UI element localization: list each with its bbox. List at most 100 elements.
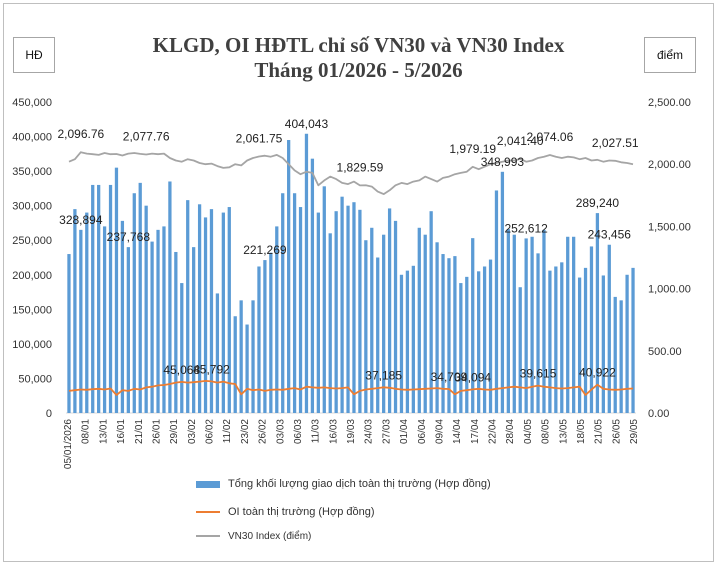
volume-bar xyxy=(387,208,392,413)
volume-bar xyxy=(577,277,582,413)
volume-bar xyxy=(548,270,552,413)
volume-bar xyxy=(471,238,475,413)
volume-bar xyxy=(613,296,617,413)
volume-bar xyxy=(144,205,148,413)
volume-bar xyxy=(358,209,362,413)
vn30-data-label: 2,041.40 xyxy=(497,134,544,148)
vn30-data-label: 1,829.59 xyxy=(337,160,384,174)
x-tick-label: 06/02 xyxy=(205,419,216,444)
x-tick-label: 21/01 xyxy=(134,419,145,444)
volume-bar xyxy=(364,240,368,413)
y-left-tick-label: 100,000 xyxy=(12,339,52,351)
y-left-tick-label: 400,000 xyxy=(12,132,52,144)
x-tick-label: 11/03 xyxy=(311,419,322,444)
volume-bar xyxy=(120,220,125,413)
volume-bar xyxy=(162,226,166,413)
y-right-tick-label: 1,000.00 xyxy=(648,284,691,296)
y-right-tick-label: 500.00 xyxy=(648,346,682,358)
y-right-tick-label: 2,000.00 xyxy=(648,159,691,171)
vn30-data-label: 1,979.19 xyxy=(449,142,496,156)
volume-bar xyxy=(482,266,487,413)
y-left-tick-label: 450,000 xyxy=(12,97,52,109)
x-tick-label: 08/01 xyxy=(81,419,92,444)
x-tick-label: 22/04 xyxy=(488,419,499,444)
vn30-data-label: 2,096.76 xyxy=(57,127,104,141)
x-tick-label: 14/04 xyxy=(452,419,463,444)
volume-bar xyxy=(399,274,404,413)
y-left-tick-label: 250,000 xyxy=(12,235,52,247)
volume-bar xyxy=(108,184,113,413)
volume-bar xyxy=(435,242,439,413)
volume-bar xyxy=(512,234,516,413)
oi-data-label: 39,615 xyxy=(520,367,557,381)
x-tick-label: 26/01 xyxy=(151,419,162,444)
x-tick-label: 08/05 xyxy=(541,419,552,444)
volume-bar xyxy=(328,233,332,413)
chart-title: KLGD, OI HĐTL chỉ số VN30 và VN30 Index xyxy=(152,33,565,57)
x-tick-label: 05/01/2026 xyxy=(63,419,74,469)
volume-bar xyxy=(352,202,356,413)
legend-item-vn30: VN30 Index (điểm) xyxy=(196,530,311,543)
volume-bar xyxy=(192,247,196,413)
volume-data-label: 289,240 xyxy=(576,196,620,210)
vn30-index-line xyxy=(68,151,634,195)
volume-bar xyxy=(500,171,505,413)
legend-label-vn30: VN30 Index (điểm) xyxy=(228,531,312,542)
volume-bar xyxy=(572,236,576,413)
volume-bar xyxy=(554,266,558,413)
volume-bar xyxy=(186,200,190,413)
volume-data-label: 237,768 xyxy=(107,230,151,244)
volume-bar xyxy=(405,270,410,413)
x-tick-label: 01/04 xyxy=(399,419,410,444)
y-left-tick-label: 200,000 xyxy=(12,270,52,282)
volume-data-label: 243,456 xyxy=(588,228,632,242)
volume-bar xyxy=(560,262,564,413)
volume-bar xyxy=(67,254,71,413)
x-tick-label: 28/04 xyxy=(505,419,516,444)
volume-bar xyxy=(506,229,510,413)
volume-bar xyxy=(209,209,214,413)
volume-bar xyxy=(233,316,237,413)
volume-bar xyxy=(292,193,297,413)
volume-bar xyxy=(263,260,267,413)
legend-swatch-oi xyxy=(196,511,220,514)
volume-bar xyxy=(156,229,160,413)
volume-bar xyxy=(97,184,101,413)
volume-bar xyxy=(298,207,303,413)
volume-bar xyxy=(91,184,95,413)
volume-data-label: 221,269 xyxy=(243,243,287,257)
vn30-data-label: 2,061.75 xyxy=(236,132,283,146)
volume-bar xyxy=(239,300,243,413)
volume-bar xyxy=(423,234,427,413)
volume-bar xyxy=(530,236,534,413)
x-tick-label: 06/04 xyxy=(417,419,428,444)
volume-bar xyxy=(197,204,202,413)
oi-data-label: 34,709 xyxy=(431,370,468,384)
volume-bar xyxy=(589,246,594,413)
volume-bar xyxy=(221,212,225,413)
volume-bar xyxy=(601,275,605,413)
volume-bar xyxy=(376,257,380,413)
right-axis-unit: điểm xyxy=(656,48,683,62)
volume-bar xyxy=(310,158,315,413)
volume-bar xyxy=(536,253,540,413)
volume-bar xyxy=(441,254,445,413)
right-axis-unit-box: điểm xyxy=(644,37,696,73)
volume-bar xyxy=(114,167,119,413)
y-left-tick-label: 300,000 xyxy=(12,201,52,213)
x-tick-label: 17/04 xyxy=(470,419,481,444)
volume-data-label: 404,043 xyxy=(285,117,329,131)
volume-bar xyxy=(417,227,421,413)
volume-bar xyxy=(465,276,469,413)
x-tick-label: 26/05 xyxy=(611,419,622,444)
volume-bar xyxy=(477,271,481,413)
volume-data-label: 348,993 xyxy=(481,155,525,169)
chart-subtitle: Tháng 01/2026 - 5/2026 xyxy=(254,58,463,82)
volume-bar xyxy=(429,211,433,413)
vn30-data-label: 2,077.76 xyxy=(123,130,170,144)
volume-bar xyxy=(287,140,291,413)
volume-bar xyxy=(257,266,261,413)
volume-bar xyxy=(382,234,386,413)
volume-bar xyxy=(625,274,629,413)
x-tick-label: 16/01 xyxy=(116,419,127,444)
